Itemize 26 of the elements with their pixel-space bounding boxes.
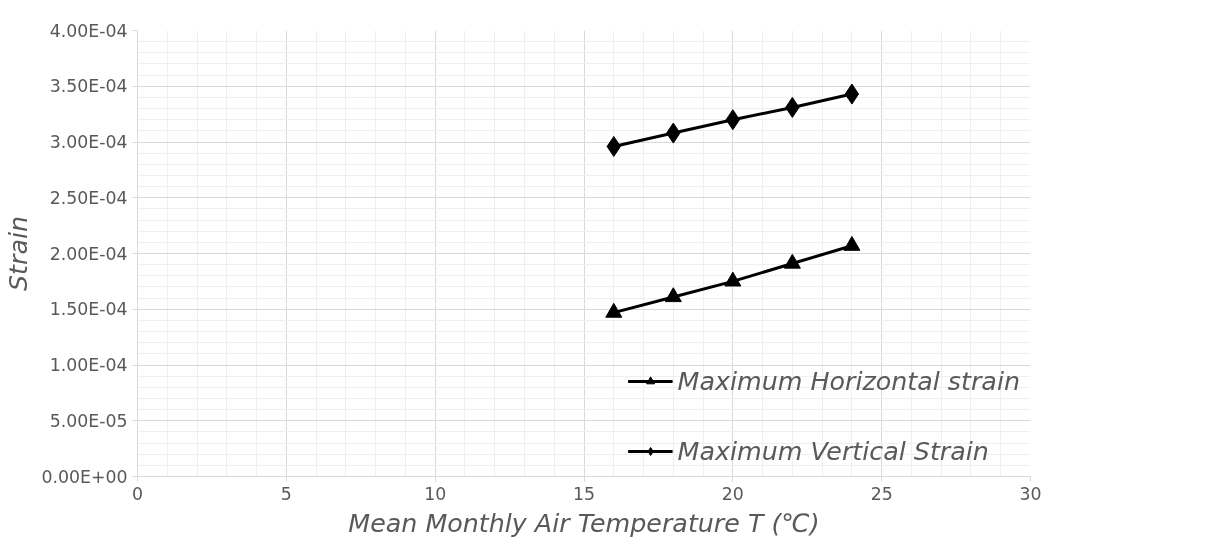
point [724,271,742,287]
y-tick-label: 2.00E-04 [49,243,128,264]
x-tick-label: 10 [424,483,447,504]
x-tick-label: 15 [572,483,596,504]
legend-label: Maximum Vertical Strain [677,436,989,466]
legend-label: Maximum Horizontal strain [677,366,1020,396]
point [783,253,801,269]
y-tick-label: 0.00E+00 [41,466,128,487]
y-tick-label: 5.00E-05 [49,410,128,431]
x-tick-label: 20 [721,483,744,504]
point [605,302,623,318]
point [844,83,860,105]
x-tick-label: 0 [131,483,144,504]
y-tick-label: 4.00E-04 [49,20,128,41]
x-tick-label: 30 [1019,483,1042,504]
y-tick-label: 3.00E-04 [49,132,128,152]
y-tick-label: 1.50E-04 [49,299,128,320]
y-tick-label: 2.50E-04 [49,187,128,208]
x-tick-label: 25 [870,483,893,504]
y-axis-title: Strain [3,215,34,292]
x-tick-label: 5 [280,483,292,504]
x-axis-title: Mean Monthly Air Temperature T (℃) [348,507,820,538]
point [664,287,682,303]
y-tick-label: 1.00E-04 [49,355,128,375]
y-tick-label: 3.50E-04 [49,76,128,97]
point [843,235,861,251]
